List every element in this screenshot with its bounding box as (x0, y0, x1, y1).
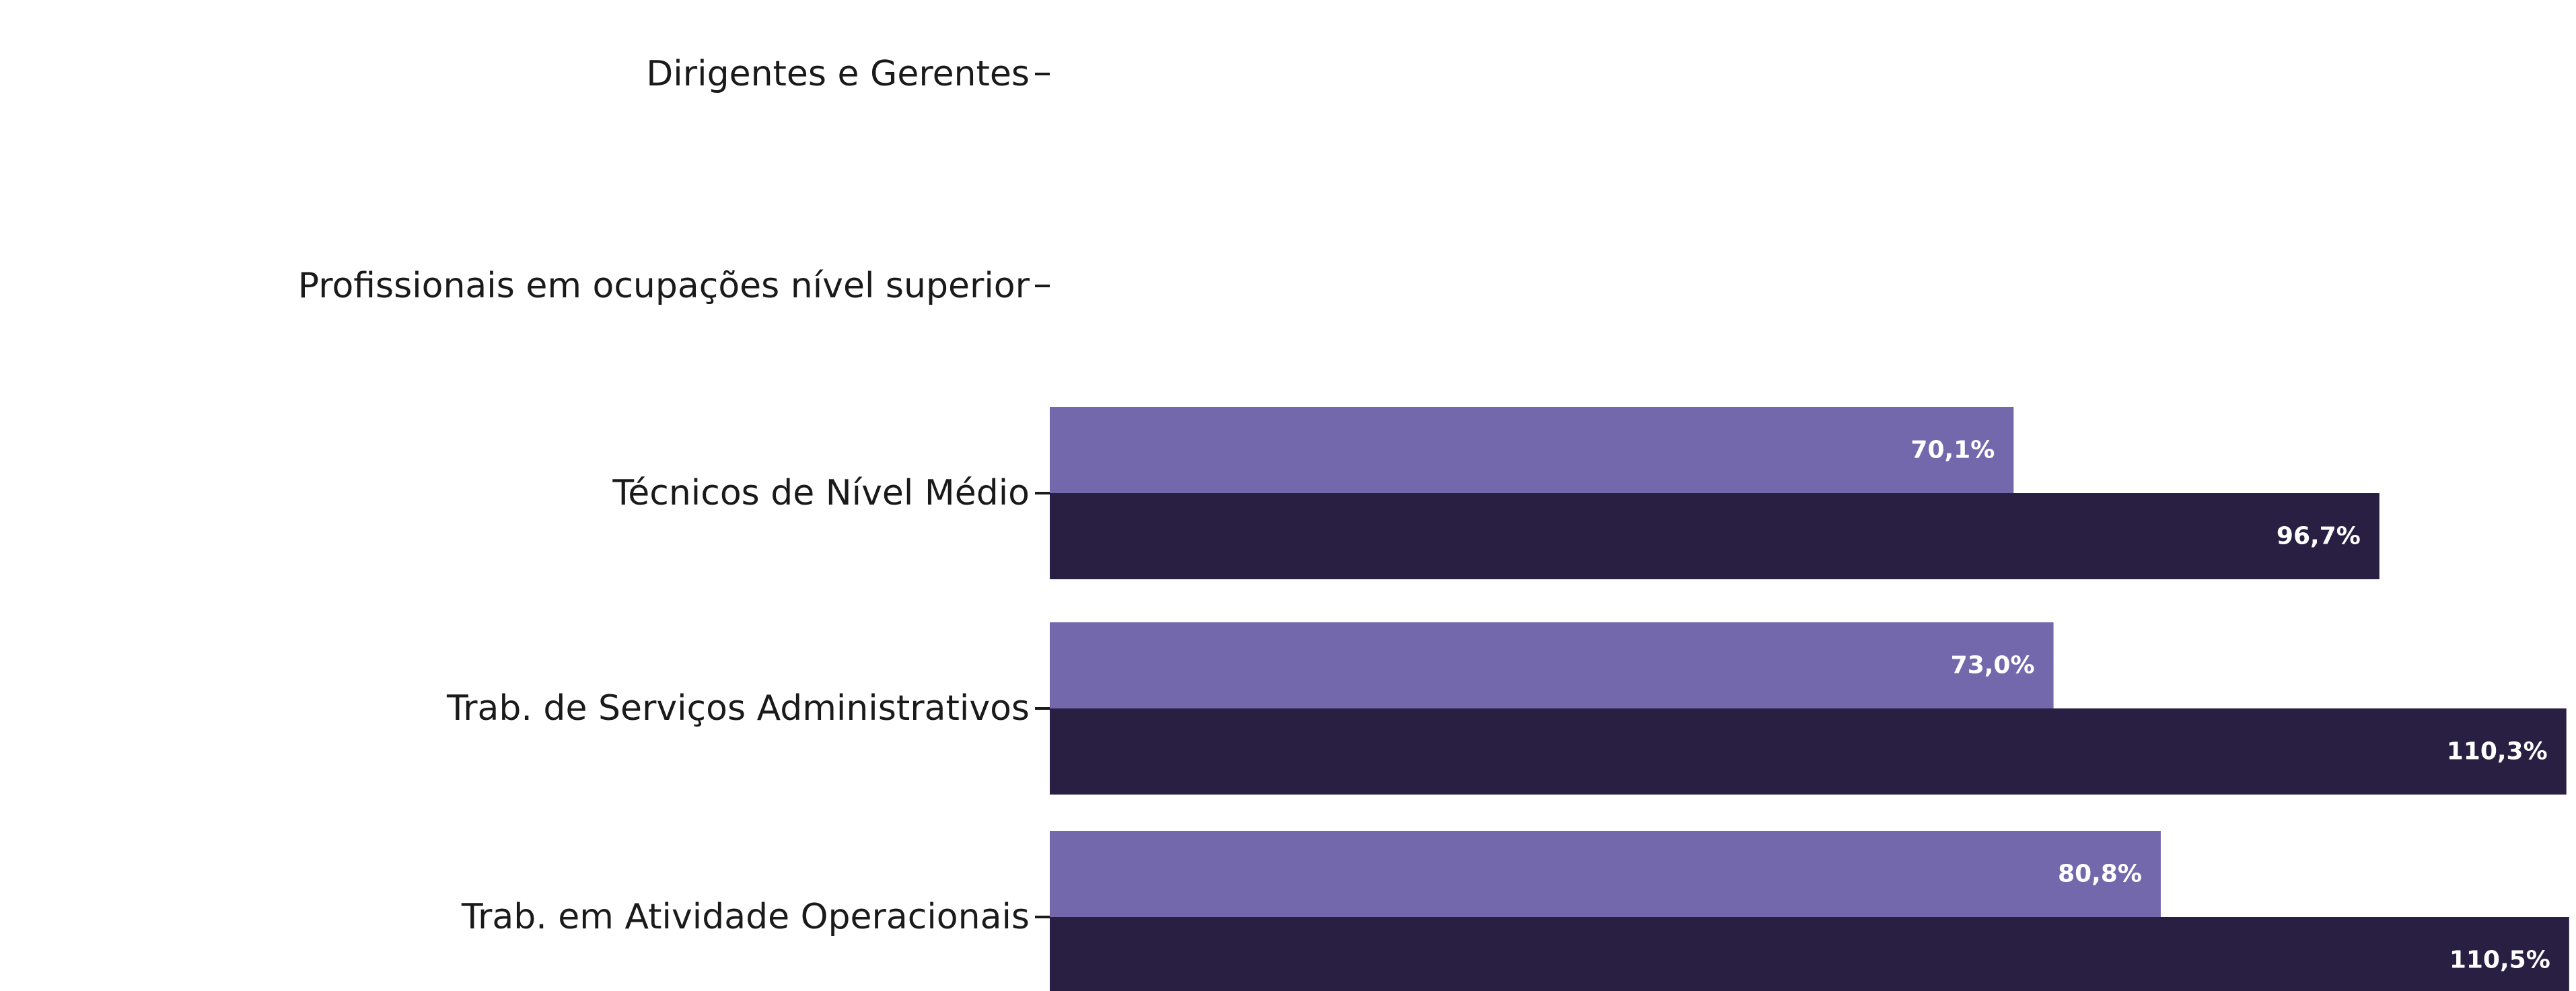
value-label-series2-trab-de-servicos-administrativos: 110,3% (2447, 738, 2548, 766)
category-label-dirigentes-e-gerentes: Dirigentes e Gerentes (646, 54, 1030, 94)
value-label-series1-trab-em-atividade-operacionais: 80,8% (2058, 860, 2142, 888)
category-label-profissionais-em-ocupacoes-nivel-superior: Profissionais em ocupações nível superio… (298, 266, 1030, 306)
category-label-tecnicos-de-nivel-medio: Técnicos de Nível Médio (612, 473, 1030, 513)
category-labels: Dirigentes e Gerentes Profissionais em oc… (298, 54, 1030, 937)
value-label-series2-trab-em-atividade-operacionais: 110,5% (2449, 947, 2550, 974)
bar-series2-trab-em-atividade-operacionais (1050, 917, 2569, 991)
category-label-trab-de-servicos-administrativos: Trab. de Serviços Administrativos (446, 688, 1030, 729)
value-label-series2-tecnicos-de-nivel-medio: 96,7% (2277, 523, 2361, 550)
value-labels: 70,1% 96,7% 73,0% 110,3% 80,8% 110,5% (1910, 437, 2550, 974)
category-label-trab-em-atividade-operacionais: Trab. em Atividade Operacionais (461, 897, 1030, 937)
value-label-series1-trab-de-servicos-administrativos: 73,0% (1951, 652, 2035, 680)
bar-series2-trab-de-servicos-administrativos (1050, 708, 2567, 795)
bars-layer (1050, 407, 2569, 991)
bar-series2-tecnicos-de-nivel-medio (1050, 493, 2380, 579)
bar-series1-trab-em-atividade-operacionais (1050, 831, 2161, 917)
value-label-series1-tecnicos-de-nivel-medio: 70,1% (1910, 437, 1995, 464)
bar-series1-tecnicos-de-nivel-medio (1050, 407, 2014, 493)
bar-series1-trab-de-servicos-administrativos (1050, 622, 2054, 708)
category-ticks (1035, 73, 1050, 918)
